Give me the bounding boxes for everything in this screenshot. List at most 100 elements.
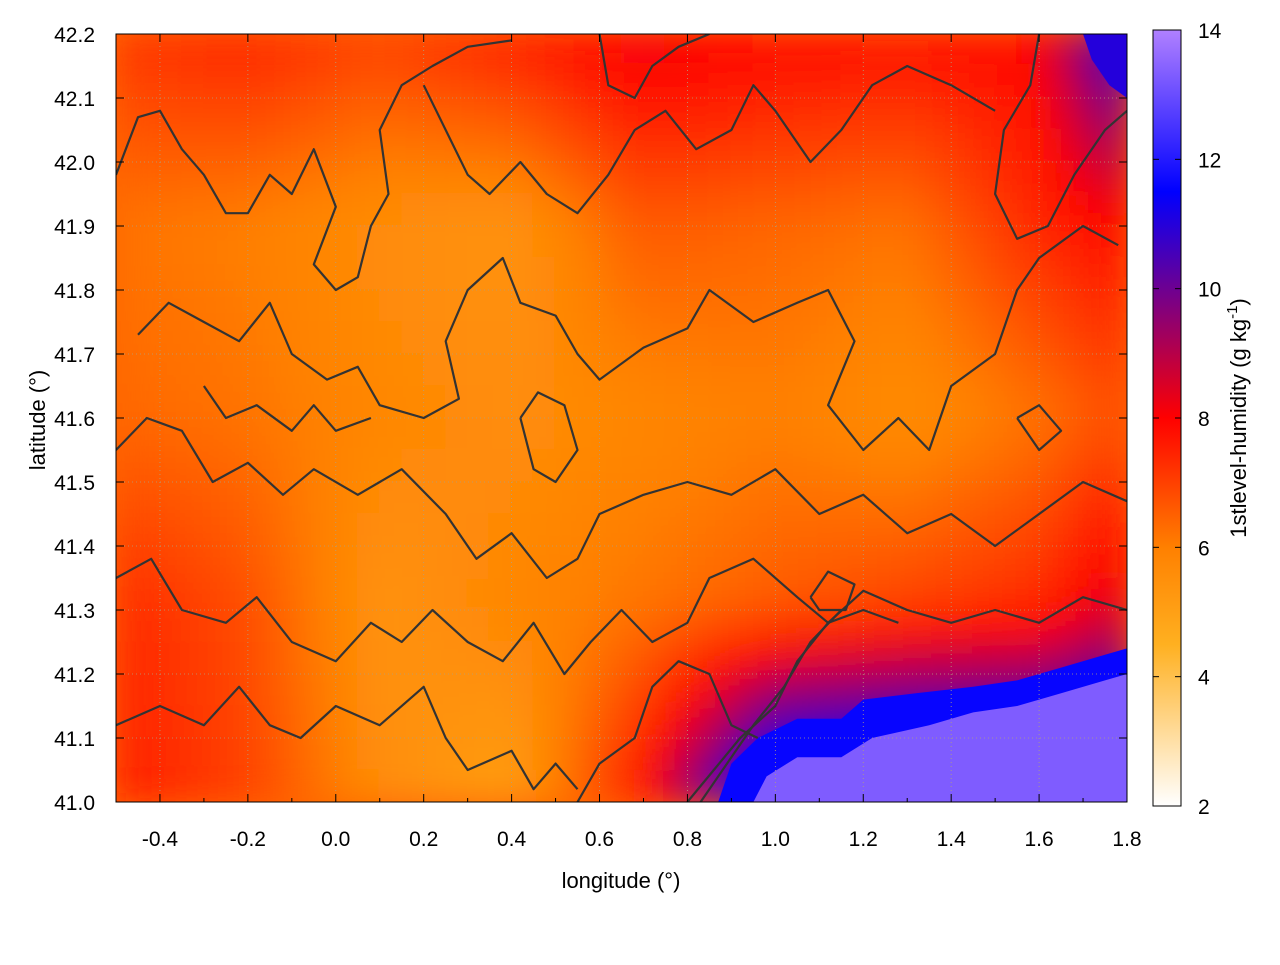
heatmap-cell xyxy=(928,129,953,163)
heatmap-cell xyxy=(488,481,513,515)
heatmap-cell xyxy=(1016,321,1041,355)
heatmap-cell xyxy=(774,481,799,515)
heatmap-cell xyxy=(1052,449,1070,483)
heatmap-cell xyxy=(686,449,711,483)
heatmap-cell xyxy=(642,65,667,99)
heatmap-cell xyxy=(136,225,161,259)
grid-lines xyxy=(116,34,1127,802)
heatmap-cell xyxy=(312,385,337,419)
heatmap-cell xyxy=(972,353,997,387)
heatmap-cell xyxy=(312,449,337,483)
colorbar-tick-label: 2 xyxy=(1198,796,1210,819)
heatmap-cell xyxy=(488,161,513,195)
heatmap-cell xyxy=(818,257,843,291)
heatmap-cell xyxy=(116,385,139,419)
heatmap-cell xyxy=(224,129,249,163)
heatmap-cell xyxy=(972,481,997,515)
heatmap-cell xyxy=(422,385,447,419)
heatmap-cell xyxy=(664,161,689,195)
heatmap-cell xyxy=(664,257,689,291)
heatmap-cell xyxy=(224,545,249,579)
heatmap-cell xyxy=(422,481,447,515)
heatmap-cell xyxy=(180,545,205,579)
heatmap-cell xyxy=(840,609,865,643)
heatmap-cell xyxy=(1111,97,1127,131)
heatmap-cell xyxy=(972,449,997,483)
heatmap-cell xyxy=(950,481,975,515)
heatmap-cell xyxy=(116,481,139,515)
heatmap-cell xyxy=(554,289,579,323)
y-axis: 41.0 41.1 41.2 41.3 41.4 41.5 41.6 41.7 41.8 41.9… xyxy=(54,24,1127,815)
x-tick-label: 1.4 xyxy=(937,828,967,851)
heatmap-cell xyxy=(840,641,865,675)
contour-line xyxy=(116,685,579,791)
heatmap-cell xyxy=(290,545,315,579)
heatmap-cell xyxy=(246,289,271,323)
heatmap-cell xyxy=(598,257,623,291)
heatmap-cell xyxy=(1052,65,1070,99)
heatmap-cell xyxy=(620,513,645,547)
heatmap-cell xyxy=(334,513,359,547)
heatmap-cell xyxy=(510,545,535,579)
heatmap-cell xyxy=(268,737,293,771)
heatmap-cell xyxy=(268,545,293,579)
heatmap-cell xyxy=(642,161,667,195)
heatmap-cell xyxy=(444,129,469,163)
heatmap-cell xyxy=(1082,289,1099,323)
heatmap-cell xyxy=(378,257,403,291)
heatmap-cell xyxy=(576,577,601,611)
heatmap-cell xyxy=(334,641,359,675)
contour-line xyxy=(116,39,512,292)
heatmap-cell xyxy=(686,65,711,99)
heatmap-cell xyxy=(554,737,579,771)
heatmap-cell xyxy=(1052,34,1070,67)
heatmap-cell xyxy=(818,321,843,355)
heatmap-cell xyxy=(972,193,997,227)
heatmap-cell xyxy=(488,34,513,67)
colorbar-tick-label: 12 xyxy=(1198,149,1221,172)
heatmap-cell xyxy=(116,225,139,259)
heatmap-cell xyxy=(840,65,865,99)
heatmap-cell xyxy=(1038,609,1055,643)
heatmap-cell xyxy=(576,513,601,547)
heatmap-cell xyxy=(532,737,557,771)
heatmap-cell xyxy=(664,609,689,643)
heatmap-cell xyxy=(158,513,183,547)
heatmap-cell xyxy=(532,353,557,387)
heatmap-cell xyxy=(312,353,337,387)
heatmap-cell xyxy=(598,225,623,259)
heatmap-cell xyxy=(510,577,535,611)
heatmap-cell xyxy=(928,289,953,323)
heatmap-cell xyxy=(862,417,887,451)
heatmap-cell xyxy=(620,161,645,195)
heatmap-cell xyxy=(950,97,975,131)
heatmap-cell xyxy=(312,129,337,163)
heatmap-cell xyxy=(928,34,953,67)
heatmap-cell xyxy=(356,225,381,259)
heatmap-cell xyxy=(268,321,293,355)
heatmap-cell xyxy=(642,97,667,131)
heatmap-cell xyxy=(686,129,711,163)
heatmap-cell xyxy=(598,769,623,802)
heatmap-cell xyxy=(1052,129,1070,163)
heatmap-cell xyxy=(532,97,557,131)
heatmap-cell xyxy=(642,545,667,579)
heatmap-cell xyxy=(400,161,425,195)
heatmap-cell xyxy=(752,65,777,99)
heatmap-cell xyxy=(1016,225,1041,259)
y-axis-label: latitude (°) xyxy=(25,370,50,471)
heatmap-cell xyxy=(554,225,579,259)
heatmap-cell xyxy=(532,193,557,227)
heatmap-cell xyxy=(158,225,183,259)
heatmap-cell xyxy=(422,673,447,707)
heatmap-cell xyxy=(268,193,293,227)
heatmap-cell xyxy=(774,449,799,483)
heatmap-cell xyxy=(1016,513,1041,547)
heatmap-cell xyxy=(510,321,535,355)
heatmap-cell xyxy=(862,641,887,675)
heatmap-cell xyxy=(1038,641,1055,675)
heatmap-cell xyxy=(576,161,601,195)
heatmap-cell xyxy=(202,225,227,259)
heatmap-cell xyxy=(466,65,491,99)
heatmap-cell xyxy=(928,577,953,611)
